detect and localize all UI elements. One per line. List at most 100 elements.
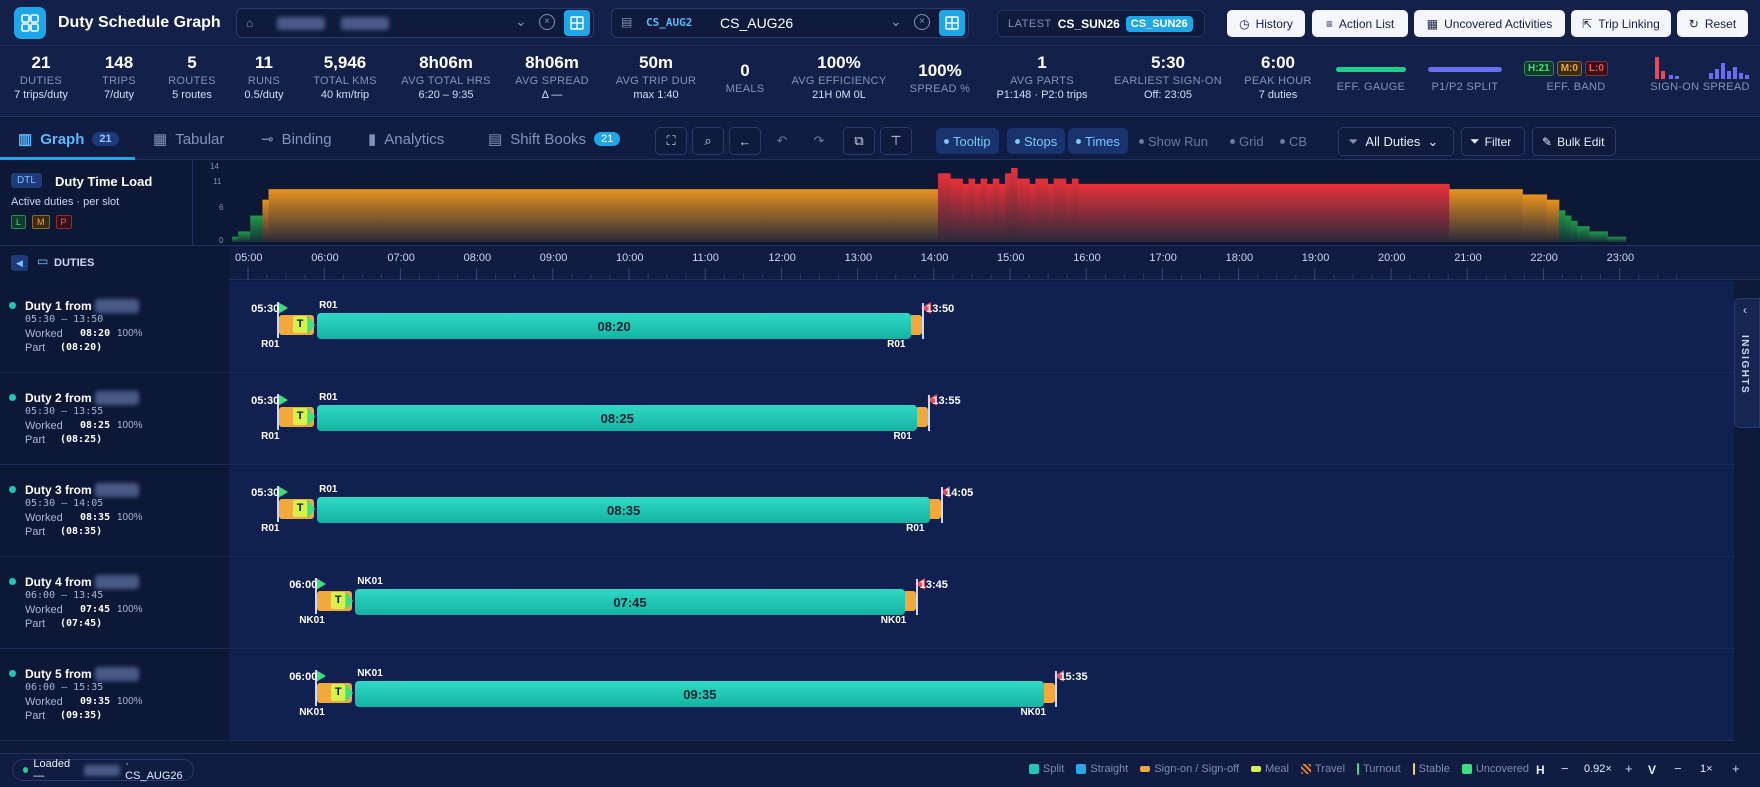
redacted-from [95,483,139,497]
depart-arrow-icon [346,592,354,610]
h-zoom-out-button[interactable]: − [1561,761,1569,776]
sign-off-block [930,499,942,519]
duty-row-label[interactable]: Duty 4 from 06:00 – 13:45 Worked 07:45 1… [0,557,229,649]
undo-button[interactable]: ↶ [766,127,798,155]
trip-linking-button[interactable]: ⇱ Trip Linking [1571,10,1671,37]
latest-indicator: LATEST CS_SUN26 CS_SUN26 [997,10,1205,37]
end-flag-icon [940,486,951,498]
dtl-bar [1357,183,1365,242]
start-marker [277,394,280,430]
dtl-bar [262,199,270,242]
dtl-bar [1461,189,1468,242]
all-duties-dropdown[interactable]: ⏷ All Duties ⌄ [1338,127,1454,156]
turnout-icon: T [293,408,308,425]
dtl-bar [530,189,537,242]
v-zoom-in-button[interactable]: + [1732,761,1740,776]
tab-tabular[interactable]: ▦ Tabular [153,118,224,160]
worked-pct: 100% [117,512,143,523]
dtl-bar [518,189,525,242]
toggle-cb[interactable]: CB [1272,128,1315,154]
dtl-bar [992,178,1000,242]
toggle-grid[interactable]: Grid [1222,128,1272,154]
dtl-bar [1364,183,1371,242]
zoom-button[interactable]: ⌕ [692,127,724,155]
history-button[interactable]: ◷ History [1227,10,1305,37]
dtl-bar [621,189,629,242]
dtl-bar [1552,199,1560,242]
duty-bar[interactable]: 08:25 [317,405,918,431]
v-zoom-value: 1× [1700,763,1713,775]
dtl-bar [1029,183,1036,242]
dtl-bar [232,236,239,242]
dtl-bar [1351,183,1359,242]
part-value: (08:35) [60,526,103,537]
worked-value: 08:20 [80,328,111,339]
dtl-bar [585,189,592,242]
filter-button[interactable]: ⏷ Filter [1461,127,1525,156]
duty-row-label[interactable]: Duty 1 from 05:30 – 13:50 Worked 08:20 1… [0,281,229,373]
redacted-schedule [341,17,389,30]
hour-tick-label: 21:00 [1454,252,1482,264]
duty-bar-duration: 08:25 [600,410,634,426]
action-list-button[interactable]: ≡ Action List [1312,10,1408,37]
dtl-bar [481,189,489,242]
dtl-bar [737,189,744,242]
duty-bar[interactable]: 08:20 [317,313,912,339]
tab-graph-label: Graph [40,130,85,148]
dtl-legend-l: L [11,215,27,229]
grid-view-button[interactable] [939,10,965,36]
toggle-show-run[interactable]: Show Run [1131,128,1216,154]
redo-button[interactable]: ↷ [803,127,835,155]
chevron-down-icon[interactable]: ⌄ [890,13,902,29]
reset-button[interactable]: ↻ Reset [1677,10,1748,37]
duty-bar[interactable]: 09:35 [355,681,1045,707]
toggle-times[interactable]: Times [1068,128,1128,154]
kpi-meals: 0 MEALS [725,61,765,95]
duty-bar[interactable]: 08:35 [317,497,931,523]
start-time-label: 06:00 [289,579,318,591]
duty-bar[interactable]: 07:45 [355,589,905,615]
dtl-bar [554,189,562,242]
tab-shift-books[interactable]: ▤ Shift Books 21 [488,118,621,160]
copy-button[interactable]: ⧉ [843,127,875,155]
pin-button[interactable]: ⊤ [880,127,912,155]
dtl-bar [676,189,683,242]
dtl-bar [1205,183,1213,242]
dtl-bar [962,183,969,242]
clear-icon[interactable]: × [539,14,555,30]
end-time-label: 15:35 [1059,671,1088,683]
dtl-bar [408,189,416,242]
dtl-bar [329,189,336,242]
bulk-edit-button[interactable]: ✎ Bulk Edit [1532,127,1616,156]
uncovered-activities-button[interactable]: ▦ Uncovered Activities [1414,10,1565,37]
start-marker [277,302,280,338]
schedule-selector[interactable]: ⌂ ⌄ × [236,8,594,38]
h-zoom-in-button[interactable]: + [1625,761,1633,776]
tab-binding[interactable]: ⊸ Binding [261,118,332,160]
fullscreen-button[interactable]: ⛶ [655,127,687,155]
hour-tick-label: 07:00 [387,252,415,264]
dtl-bar [603,189,610,242]
dtl-bar [627,189,635,242]
v-zoom-out-button[interactable]: − [1674,761,1682,776]
grid-view-button[interactable] [564,10,590,36]
duty-row-label[interactable]: Duty 2 from 05:30 – 13:55 Worked 08:25 1… [0,373,229,465]
insights-panel-toggle[interactable]: ‹ INSIGHTS [1734,298,1760,428]
toggle-tooltip[interactable]: Tooltip [936,128,999,154]
back-button[interactable]: ← [729,127,761,155]
end-flag-icon [914,578,925,590]
dtl-bar [743,189,750,242]
duty-row-label[interactable]: Duty 5 from 06:00 – 15:35 Worked 09:35 1… [0,649,229,741]
clear-icon[interactable]: × [914,14,930,30]
part-label: Part [25,434,46,446]
duty-row-label[interactable]: Duty 3 from 05:30 – 14:05 Worked 08:35 1… [0,465,229,557]
dtl-bar [317,189,324,242]
tab-analytics[interactable]: ▮ Analytics [368,118,444,160]
tab-graph[interactable]: ▥ Graph 21 [18,118,119,160]
toggle-stops[interactable]: Stops [1007,128,1066,154]
dtl-bar [238,231,245,242]
compare-selector[interactable]: ▤ CS_AUG2 CS_AUG26 ⌄ × [611,8,969,38]
start-flag-icon [316,578,327,590]
collapse-icon[interactable]: ◀ [11,255,28,271]
chevron-down-icon[interactable]: ⌄ [515,13,527,29]
